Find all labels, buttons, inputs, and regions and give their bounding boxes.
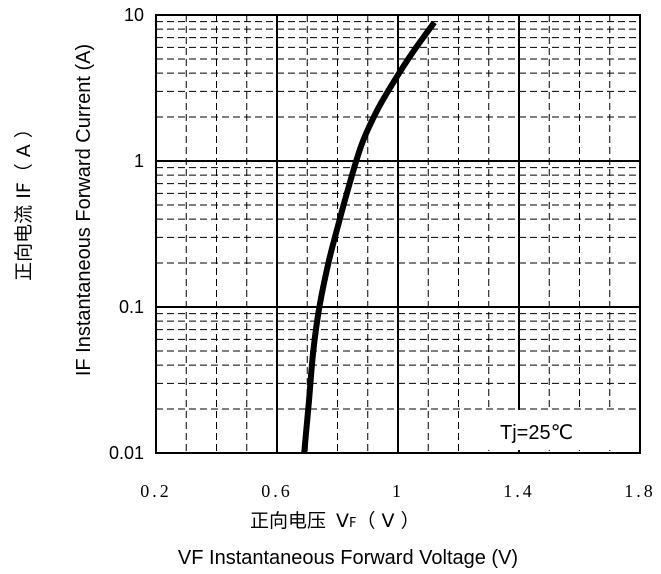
y-tick-label: 10 — [124, 5, 144, 25]
grid — [156, 15, 640, 453]
annotation-text: Tj=25℃ — [500, 422, 573, 444]
x-axis-label-symbol: V — [336, 510, 349, 532]
x-axis-label-cn: 正向电压 VF（ V ） — [250, 510, 420, 532]
y-tick-label: 0.01 — [109, 443, 144, 463]
x-axis-label-cn-text: 正向电压 — [250, 510, 326, 532]
y-axis-label-cn: 正向电流 IF（ A ） — [13, 119, 35, 281]
y-tick-label: 1 — [134, 151, 144, 171]
x-axis-label-subscript: F — [349, 516, 356, 531]
x-tick-label: 0.2 — [140, 481, 172, 501]
x-axis-label-unit: （ V ） — [357, 510, 420, 532]
y-tick-label: 0.1 — [119, 297, 144, 317]
x-tick-label: 1.8 — [624, 481, 656, 501]
y-tick-labels: 0.01 0.1 1 10 — [109, 5, 144, 463]
x-tick-labels: 0.2 0.6 1 1.4 1.8 — [140, 481, 656, 501]
annotation-background — [487, 410, 617, 450]
series-line-0 — [301, 20, 437, 454]
x-tick-label: 1.4 — [503, 481, 535, 501]
annotation-box: Tj=25℃ — [487, 410, 617, 450]
series-layer — [301, 20, 437, 454]
y-axis-label-en: IF Instantaneous Forward Current (A) — [73, 44, 95, 376]
x-axis-label-en: VF Instantaneous Forward Voltage (V) — [178, 547, 518, 569]
x-tick-label: 0.6 — [261, 481, 293, 501]
plot-frame — [155, 14, 641, 454]
x-tick-label: 1 — [392, 481, 404, 501]
